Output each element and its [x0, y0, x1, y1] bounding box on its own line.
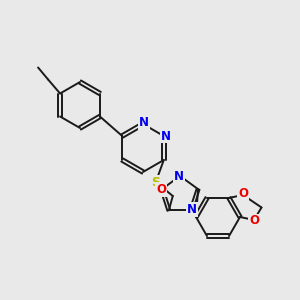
- Text: N: N: [161, 130, 171, 142]
- Text: N: N: [139, 116, 149, 130]
- Text: S: S: [151, 176, 160, 188]
- Text: O: O: [238, 188, 248, 200]
- Text: N: N: [187, 203, 197, 216]
- Text: O: O: [156, 183, 166, 196]
- Text: O: O: [249, 214, 259, 227]
- Text: N: N: [174, 170, 184, 184]
